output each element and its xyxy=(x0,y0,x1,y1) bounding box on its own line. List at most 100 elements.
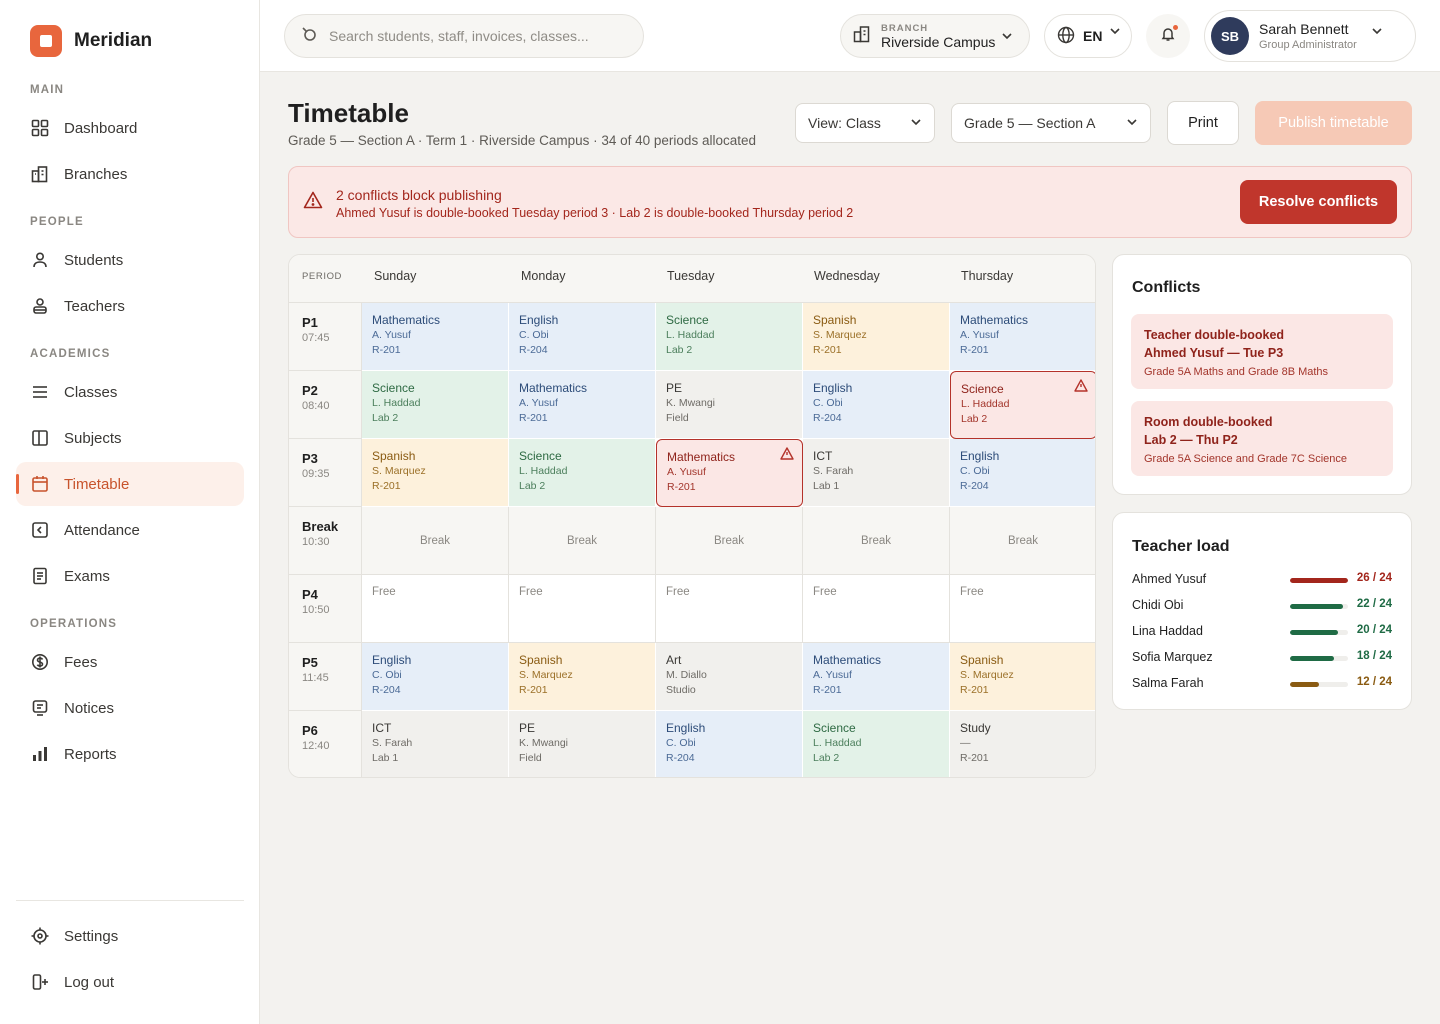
brand[interactable]: Meridian xyxy=(30,25,152,57)
cell-subject: Free xyxy=(519,586,543,598)
sidebar-item-logout[interactable]: Log out xyxy=(16,960,244,1004)
sidebar-item-label: Students xyxy=(64,251,124,269)
notifications-button[interactable] xyxy=(1146,14,1190,58)
teacher-name: Lina Haddad xyxy=(1132,624,1203,638)
sidebar-item-students[interactable]: Students xyxy=(16,238,244,282)
load-value: 18 / 24 xyxy=(1356,650,1392,662)
sidebar-item-teachers[interactable]: Teachers xyxy=(16,284,244,328)
period-name: P1 xyxy=(302,315,318,330)
timetable-cell[interactable]: ICT S. Farah Lab 1 xyxy=(803,439,950,507)
timetable-cell-free[interactable]: Free xyxy=(509,575,656,643)
sidebar-item-reports[interactable]: Reports xyxy=(16,732,244,776)
timetable-cell[interactable]: Spanish S. Marquez R-201 xyxy=(509,643,656,711)
sidebar-item-label: Subjects xyxy=(64,429,122,447)
timetable-cell[interactable]: Study — R-201 xyxy=(950,711,1095,777)
load-value: 22 / 24 xyxy=(1356,598,1392,610)
cell-subject: Break xyxy=(566,535,598,547)
settings-icon xyxy=(30,926,50,946)
timetable-cell[interactable]: English C. Obi R-204 xyxy=(803,371,950,439)
section-select[interactable]: Grade 5 — Section A xyxy=(951,103,1151,143)
timetable-cell-free[interactable]: Free xyxy=(803,575,950,643)
cell-teacher: L. Haddad xyxy=(372,397,421,409)
branch-selector[interactable]: BRANCH Riverside Campus xyxy=(840,14,1030,58)
timetable-cell[interactable]: Mathematics A. Yusuf R-201 xyxy=(362,303,509,371)
cell-subject: Free xyxy=(372,586,396,598)
timetable-cell[interactable]: English C. Obi R-204 xyxy=(362,643,509,711)
sidebar-item-fees[interactable]: Fees xyxy=(16,640,244,684)
timetable-cell[interactable]: English C. Obi R-204 xyxy=(950,439,1095,507)
timetable-cell[interactable]: Spanish S. Marquez R-201 xyxy=(950,643,1095,711)
branch-value: Riverside Campus xyxy=(881,33,996,50)
timetable-cell-free[interactable]: Free xyxy=(950,575,1095,643)
period-name: P4 xyxy=(302,587,318,602)
conflict-card[interactable]: Teacher double-booked Ahmed Yusuf — Tue … xyxy=(1131,314,1393,389)
sidebar-item-classes[interactable]: Classes xyxy=(16,370,244,414)
cell-room: R-201 xyxy=(372,480,401,492)
teacher-load-row: Chidi Obi 22 / 24 xyxy=(1132,598,1392,616)
day-header-monday: Monday xyxy=(521,269,566,283)
sidebar-item-attendance[interactable]: Attendance xyxy=(16,508,244,552)
load-bar xyxy=(1290,604,1348,609)
search-input[interactable] xyxy=(329,28,609,44)
cell-subject: Spanish xyxy=(519,653,563,667)
search-box[interactable] xyxy=(284,14,644,58)
nav-section-academics: ACADEMICS xyxy=(30,348,111,360)
chevron-down-icon xyxy=(1001,29,1013,47)
cell-teacher: S. Farah xyxy=(813,465,854,477)
user-menu[interactable]: SB Sarah Bennett Group Administrator xyxy=(1204,10,1416,62)
conflict-what: Ahmed Yusuf — Tue P3 xyxy=(1144,346,1284,360)
timetable-cell-conflict[interactable]: Mathematics A. Yusuf R-201 xyxy=(656,439,803,507)
view-select[interactable]: View: Class xyxy=(795,103,935,143)
load-bar-fill xyxy=(1290,578,1348,583)
sidebar-item-settings[interactable]: Settings xyxy=(16,914,244,958)
timetable-cell[interactable]: English C. Obi R-204 xyxy=(509,303,656,371)
cell-teacher: K. Mwangi xyxy=(666,397,716,409)
timetable-cell[interactable]: Art M. Diallo Studio xyxy=(656,643,803,711)
timetable-cell[interactable]: ICT S. Farah Lab 1 xyxy=(362,711,509,777)
timetable-cell-conflict[interactable]: Science L. Haddad Lab 2 xyxy=(950,371,1095,439)
timetable-cell[interactable]: Spanish S. Marquez R-201 xyxy=(362,439,509,507)
user-role: Group Administrator xyxy=(1259,39,1357,51)
sidebar-item-notices[interactable]: Notices xyxy=(16,686,244,730)
chevron-down-icon xyxy=(1371,24,1383,42)
teacher-name: Sofia Marquez xyxy=(1132,650,1213,664)
sidebar-item-dashboard[interactable]: Dashboard xyxy=(16,106,244,150)
teacher-load-row: Ahmed Yusuf 26 / 24 xyxy=(1132,572,1392,590)
timetable-cell[interactable]: Mathematics A. Yusuf R-201 xyxy=(950,303,1095,371)
period-label: P5 11:45 xyxy=(289,643,362,711)
notice-icon xyxy=(30,698,50,718)
conflict-card[interactable]: Room double-booked Lab 2 — Thu P2 Grade … xyxy=(1131,401,1393,476)
publish-timetable-button[interactable]: Publish timetable xyxy=(1255,101,1412,145)
sidebar-item-exams[interactable]: Exams xyxy=(16,554,244,598)
timetable-cell[interactable]: Science L. Haddad Lab 2 xyxy=(656,303,803,371)
timetable-cell[interactable]: Mathematics A. Yusuf R-201 xyxy=(509,371,656,439)
cell-teacher: — xyxy=(960,737,971,749)
resolve-conflicts-button[interactable]: Resolve conflicts xyxy=(1240,180,1397,224)
cell-teacher: S. Marquez xyxy=(813,329,867,341)
timetable-cell-break: Break xyxy=(656,507,803,575)
building-icon xyxy=(30,164,50,184)
cell-teacher: S. Farah xyxy=(372,737,413,749)
timetable-cell[interactable]: Science L. Haddad Lab 2 xyxy=(803,711,950,777)
timetable-cell[interactable]: Spanish S. Marquez R-201 xyxy=(803,303,950,371)
timetable-cell-free[interactable]: Free xyxy=(362,575,509,643)
timetable-cell-free[interactable]: Free xyxy=(656,575,803,643)
cell-teacher: A. Yusuf xyxy=(960,329,999,341)
print-button[interactable]: Print xyxy=(1167,101,1239,145)
load-bar-fill xyxy=(1290,630,1339,635)
timetable-cell[interactable]: PE K. Mwangi Field xyxy=(509,711,656,777)
timetable-cell[interactable]: Science L. Haddad Lab 2 xyxy=(362,371,509,439)
timetable-cell[interactable]: Mathematics A. Yusuf R-201 xyxy=(803,643,950,711)
timetable-cell[interactable]: PE K. Mwangi Field xyxy=(656,371,803,439)
sidebar-item-subjects[interactable]: Subjects xyxy=(16,416,244,460)
timetable-cell[interactable]: English C. Obi R-204 xyxy=(656,711,803,777)
sidebar-item-branches[interactable]: Branches xyxy=(16,152,244,196)
cell-subject: English xyxy=(813,381,853,395)
chart-icon xyxy=(30,744,50,764)
language-selector[interactable]: EN xyxy=(1044,14,1132,58)
sidebar-item-timetable[interactable]: Timetable xyxy=(16,462,244,506)
cell-subject: PE xyxy=(519,721,536,735)
warning-icon xyxy=(1074,379,1088,397)
load-bar-fill xyxy=(1290,604,1344,609)
timetable-cell[interactable]: Science L. Haddad Lab 2 xyxy=(509,439,656,507)
